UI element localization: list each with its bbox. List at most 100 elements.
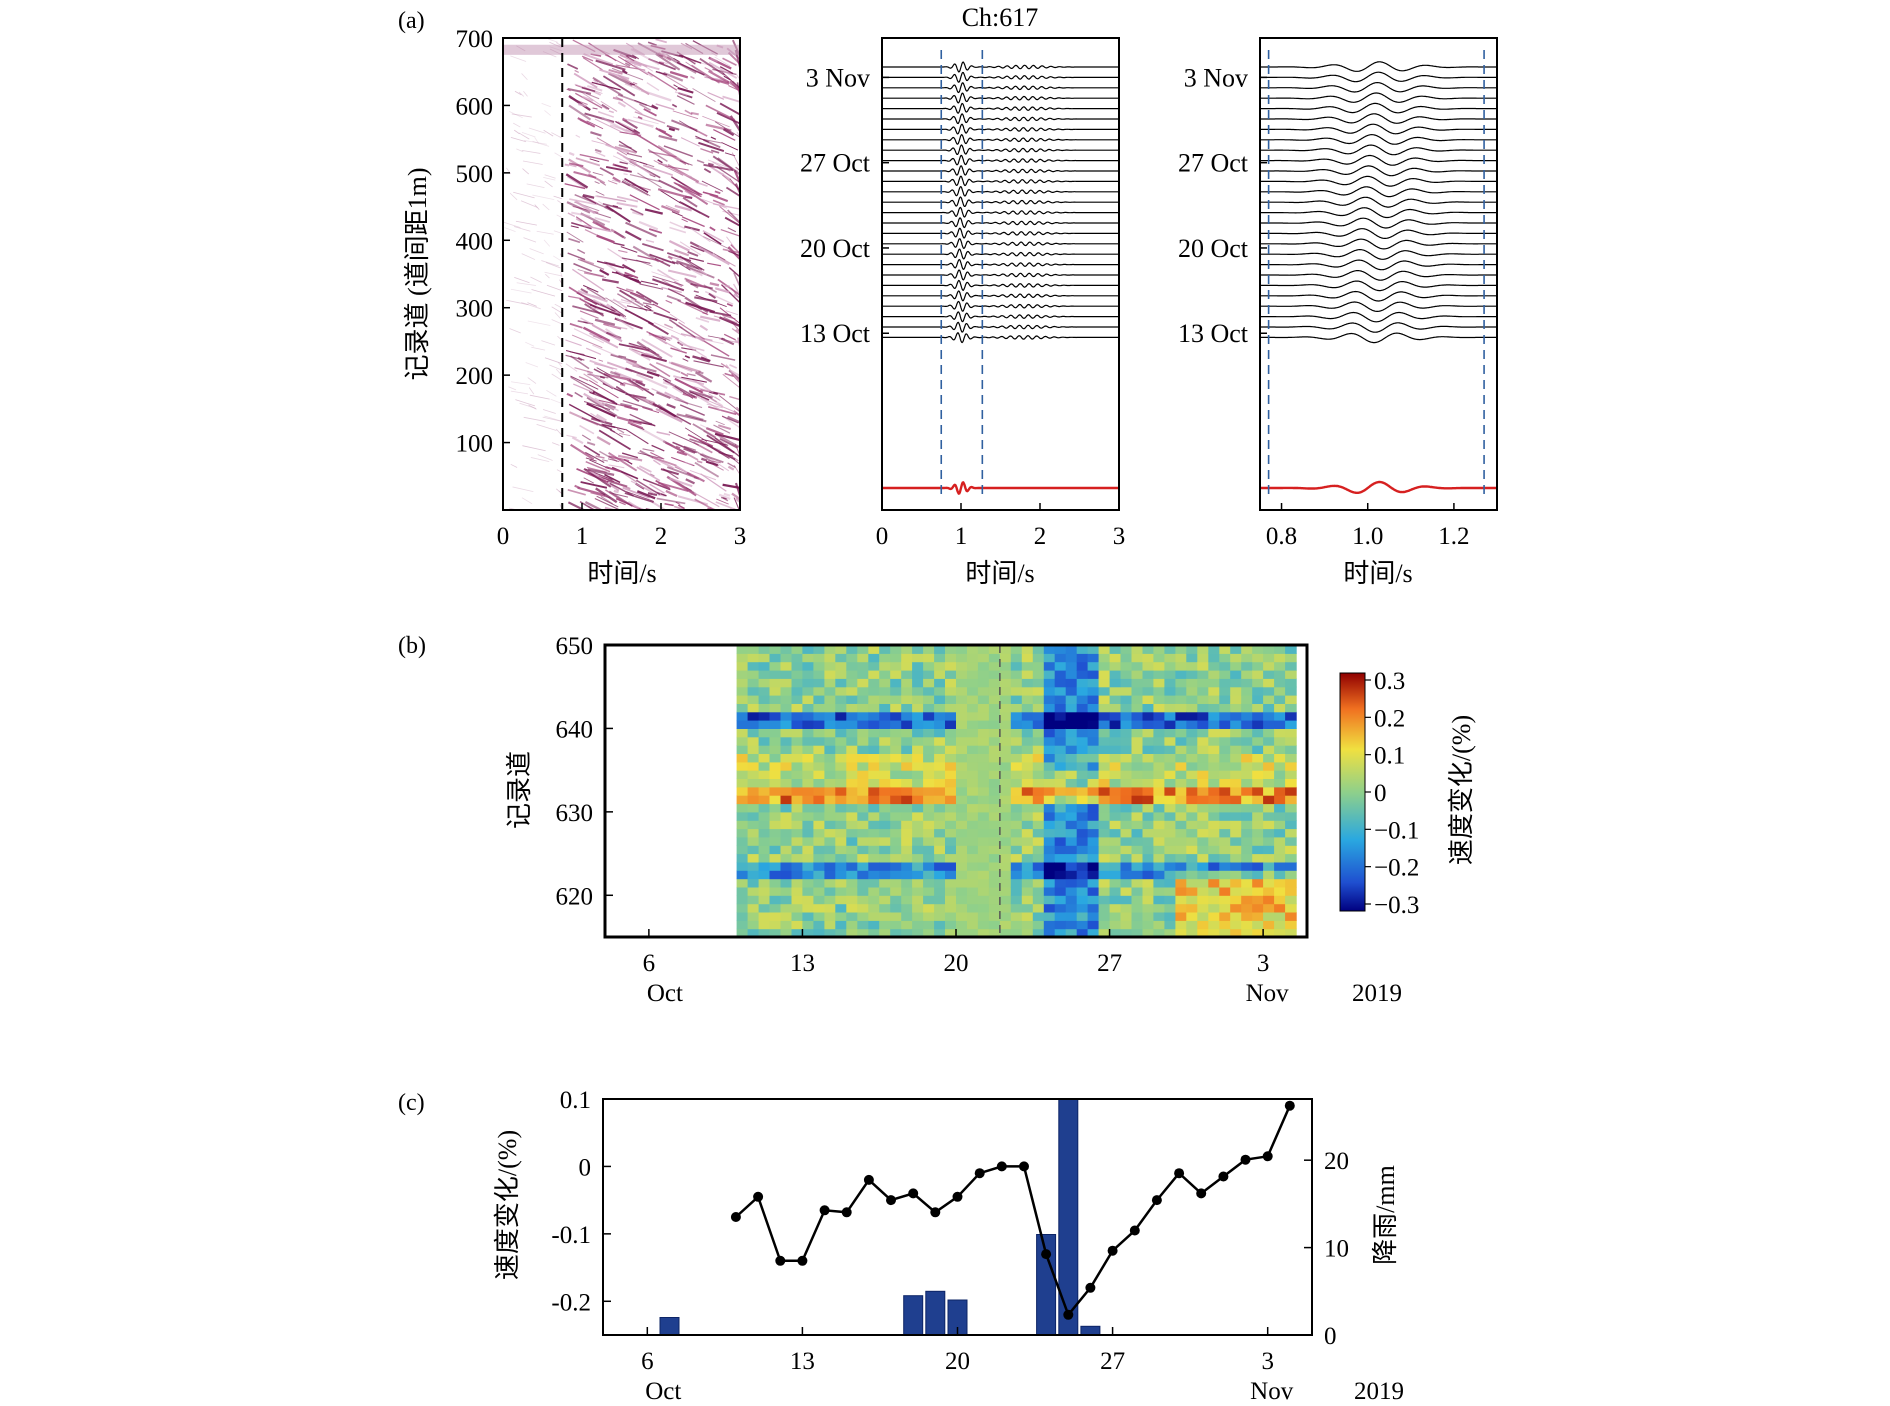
a1-wave-streak <box>619 382 626 387</box>
b-heatmap-cell <box>912 661 924 671</box>
b-heatmap-cell <box>967 686 979 696</box>
a1-ytick-label: 500 <box>456 161 494 188</box>
a1-wave-streak <box>619 289 637 302</box>
b-heatmap-cell <box>1131 828 1144 838</box>
b-heatmap-cell <box>791 736 804 746</box>
b-heatmap-cell <box>1131 678 1144 688</box>
b-heatmap-cell <box>977 845 990 855</box>
b-heatmap-cell <box>1131 786 1144 796</box>
a1-wave-streak <box>704 67 713 73</box>
b-heatmap-cell <box>1131 695 1144 704</box>
a1-wave-streak <box>677 86 694 94</box>
b-heatmap-cell <box>1043 786 1056 796</box>
a1-wave-streak <box>599 269 610 276</box>
b-heatmap-cell <box>1164 778 1176 788</box>
c-y2tick-label: 20 <box>1324 1148 1349 1175</box>
a1-wave-streak <box>723 333 736 341</box>
a1-wave-streak <box>613 230 627 240</box>
b-heatmap-cell <box>857 903 869 913</box>
b-heatmap-cell <box>813 920 825 930</box>
b-heatmap-cell <box>813 711 825 721</box>
b-heatmap-cell <box>1109 745 1122 754</box>
a1-wave-streak <box>722 128 735 137</box>
b-heatmap-cell <box>1054 845 1067 855</box>
b-heatmap-cell <box>1263 836 1275 846</box>
b-heatmap-cell <box>835 753 847 763</box>
b-heatmap-cell <box>758 861 771 871</box>
a1-noise-streak <box>523 140 547 145</box>
a1-wave-streak <box>595 413 607 422</box>
b-heatmap-cell <box>1054 903 1067 913</box>
a3-trace <box>1260 144 1497 156</box>
a1-wave-streak <box>636 466 661 482</box>
b-heatmap-cell <box>999 886 1012 896</box>
b-heatmap-cell <box>1054 695 1067 704</box>
b-heatmap-cell <box>791 770 804 779</box>
b-heatmap-cell <box>1153 861 1165 871</box>
b-heatmap-cell <box>1087 836 1100 846</box>
a1-wave-streak <box>724 216 740 227</box>
b-heatmap-cell <box>1175 761 1187 771</box>
b-heatmap-cell <box>1197 795 1209 805</box>
b-heatmap-cell <box>1230 761 1242 771</box>
b-heatmap-cell <box>868 920 880 930</box>
a1-noise-streak <box>523 237 537 243</box>
b-heatmap-cell <box>901 686 913 696</box>
b-heatmap-cell <box>1164 670 1176 679</box>
b-heatmap-cell <box>890 886 902 896</box>
b-heatmap-cell <box>1274 678 1286 688</box>
b-heatmap-cell <box>868 711 880 721</box>
b-heatmap-cell <box>1219 745 1231 754</box>
b-heatmap-cell <box>1230 736 1242 746</box>
b-heatmap-cell <box>1010 645 1023 654</box>
b-heatmap-cell <box>846 895 858 905</box>
b-heatmap-cell <box>747 678 760 688</box>
a3-plot-frame <box>1259 37 1498 511</box>
b-heatmap-cell <box>824 720 836 729</box>
b-heatmap-cell <box>1230 836 1242 846</box>
b-heatmap-cell <box>857 720 869 729</box>
b-heatmap-cell <box>736 653 749 663</box>
b-heatmap-cell <box>868 720 880 729</box>
b-heatmap-cell <box>846 853 858 863</box>
b-heatmap-cell <box>1285 661 1297 671</box>
b-heatmap-cell <box>1021 878 1034 888</box>
b-heatmap-cell <box>857 920 869 930</box>
b-heatmap-cell <box>736 853 749 863</box>
b-heatmap-cell <box>813 878 825 888</box>
c-velocity-point <box>1218 1171 1229 1182</box>
b-heatmap-cell <box>846 878 858 888</box>
b-heatmap-cell <box>1153 770 1165 779</box>
b-heatmap-cell <box>1285 820 1297 830</box>
b-heatmap-cell <box>846 786 858 796</box>
b-heatmap-cell <box>868 670 880 679</box>
b-heatmap-cell <box>846 811 858 821</box>
b-heatmap-cell <box>1175 912 1187 921</box>
b-heatmap-cell <box>747 886 760 896</box>
a1-wave-streak <box>710 149 720 154</box>
b-heatmap-cell <box>736 870 749 880</box>
b-heatmap-cell <box>1175 770 1187 779</box>
b-heatmap-cell <box>747 661 760 671</box>
b-heatmap-cell <box>1197 803 1209 813</box>
b-heatmap-cell <box>1065 770 1078 779</box>
b-heatmap-cell <box>1219 836 1231 846</box>
b-heatmap-cell <box>1065 695 1078 704</box>
a1-wave-streak <box>627 501 640 510</box>
b-heatmap-cell <box>747 653 760 663</box>
a2-date-label: 20 Oct <box>800 234 871 263</box>
b-heatmap-cell <box>1098 686 1111 696</box>
b-heatmap-cell <box>1131 803 1144 813</box>
a1-wave-streak <box>574 194 606 208</box>
b-heatmap-cell <box>835 861 847 871</box>
b-heatmap-cell <box>1208 711 1220 721</box>
b-heatmap-cell <box>1252 903 1264 913</box>
b-heatmap-cell <box>791 928 804 937</box>
a1-wave-streak <box>695 317 710 323</box>
a1-wave-streak <box>569 411 599 426</box>
b-heatmap-cell <box>1109 678 1122 688</box>
b-heatmap-cell <box>1120 836 1133 846</box>
b-heatmap-cell <box>824 686 836 696</box>
b-heatmap-cell <box>967 728 979 738</box>
b-heatmap-cell <box>1241 645 1253 654</box>
